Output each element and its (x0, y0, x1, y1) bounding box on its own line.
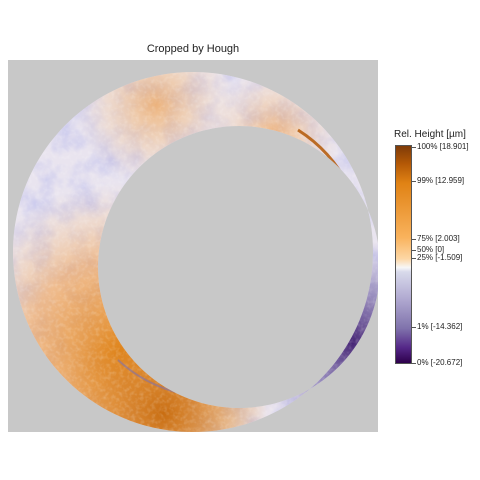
colorbar-tick-label: 99% [12.959] (417, 176, 465, 185)
annulus-height-map (12, 72, 378, 432)
colorbar-tick (412, 258, 416, 259)
colorbar-tick-label: 1% [-14.362] (417, 322, 463, 331)
colorbar-tick (412, 250, 416, 251)
colorbar-tick-label: 50% [0] (417, 245, 445, 254)
colorbar-tick (412, 239, 416, 240)
ring-surface (12, 72, 378, 432)
colorbar-tick (412, 363, 416, 364)
colorbar (395, 145, 412, 364)
colorbar-tick (412, 327, 416, 328)
colorbar-tick (412, 147, 416, 148)
colorbar-tick-label: 25% [-1.509] (417, 253, 463, 262)
colorbar-tick-label: 100% [18.901] (417, 142, 469, 151)
colorbar-tick (412, 181, 416, 182)
plot-title: Cropped by Hough (146, 43, 240, 55)
colorbar-tick-label: 0% [-20.672] (417, 358, 463, 367)
colorbar-title: Rel. Height [µm] (394, 129, 466, 140)
colorbar-tick-label: 75% [2.003] (417, 234, 460, 243)
height-map-plot (8, 60, 378, 432)
